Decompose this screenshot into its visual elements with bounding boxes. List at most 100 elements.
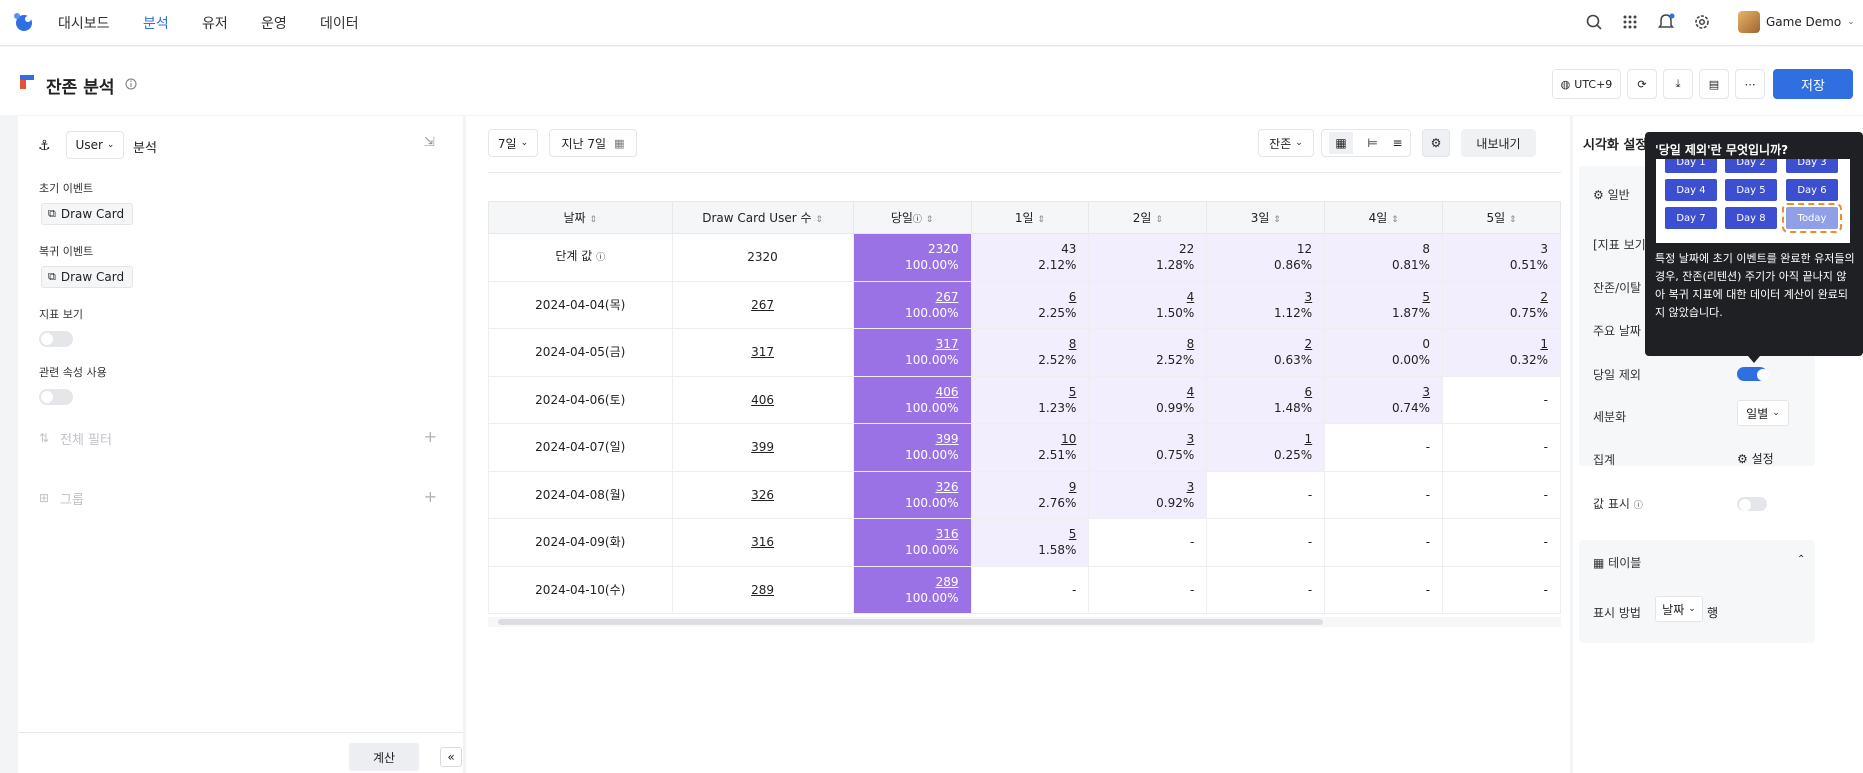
bar-view-icon[interactable]: ⊨ <box>1367 136 1378 150</box>
users-cell[interactable]: 267 <box>671 280 854 329</box>
info-icon[interactable]: ⓘ <box>596 253 606 264</box>
retention-cell[interactable]: 5 1.87% <box>1324 280 1444 329</box>
retention-cell[interactable]: 5 1.58% <box>970 518 1090 567</box>
global-filter-label[interactable]: 전체 필터 <box>60 433 112 448</box>
column-header-day5[interactable]: 5일 ⇕ <box>1442 201 1561 234</box>
nav-operations[interactable]: 운영 <box>261 16 287 32</box>
app-logo-icon[interactable] <box>12 11 34 33</box>
day0-cell[interactable]: 316 100.00% <box>852 518 972 567</box>
bell-icon[interactable] <box>1657 13 1675 31</box>
more-button[interactable]: ⋯ <box>1735 69 1765 99</box>
retention-cell[interactable]: 10 2.51% <box>970 423 1090 472</box>
tooltip-title: '당일 제외'란 무엇입니까? <box>1655 143 1789 157</box>
show-values-toggle[interactable] <box>1737 497 1767 511</box>
users-cell[interactable]: 399 <box>671 423 854 472</box>
metric-view-label: 지표 보기 <box>39 308 83 321</box>
calendar-icon: ▦ <box>614 136 625 150</box>
retention-cell[interactable]: 6 1.48% <box>1206 375 1326 424</box>
related-attr-toggle[interactable] <box>39 389 73 405</box>
retention-cell[interactable]: 1 0.32% <box>1442 328 1561 377</box>
nav-data[interactable]: 데이터 <box>320 16 359 32</box>
retention-cell[interactable]: 3 0.92% <box>1088 470 1208 519</box>
day0-cell[interactable]: 289 100.00% <box>852 565 972 614</box>
calculate-button[interactable]: 계산 <box>349 743 419 771</box>
export-button[interactable]: 내보내기 <box>1461 129 1536 157</box>
download-button[interactable]: ⤓ <box>1663 69 1693 99</box>
date-range-picker[interactable]: 지난 7일 ▦ <box>549 129 637 157</box>
info-icon[interactable]: ⓘ <box>912 215 922 225</box>
day0-cell[interactable]: 317 100.00% <box>852 328 972 377</box>
refresh-button[interactable]: ⟳ <box>1627 69 1657 99</box>
add-filter-icon[interactable]: + <box>423 427 437 446</box>
column-header-date[interactable]: 날짜 ⇕ <box>488 201 673 234</box>
display-method-select[interactable]: 날짜 ⌄ <box>1655 596 1703 622</box>
retention-cell[interactable]: 8 2.52% <box>970 328 1090 377</box>
users-cell[interactable]: 289 <box>671 565 854 614</box>
retention-cell[interactable]: 9 2.76% <box>970 470 1090 519</box>
users-cell[interactable]: 326 <box>671 470 854 519</box>
nav-analysis[interactable]: 분석 <box>143 16 169 32</box>
column-header-users[interactable]: Draw Card User 수 ⇕ <box>671 201 854 234</box>
apps-grid-icon[interactable] <box>1621 13 1639 31</box>
return-event-chip[interactable]: ⧉ Draw Card <box>41 266 134 288</box>
add-group-icon[interactable]: + <box>423 487 437 506</box>
column-header-day2[interactable]: 2일 ⇕ <box>1088 201 1208 234</box>
info-icon[interactable]: ⓘ <box>1633 501 1643 511</box>
table-section-header[interactable]: ▦ 테이블 <box>1593 554 1641 571</box>
retention-cell[interactable]: 8 2.52% <box>1088 328 1208 377</box>
list-view-icon[interactable]: ≡ <box>1392 136 1403 150</box>
user-name: Game Demo <box>1766 15 1842 29</box>
column-header-day0[interactable]: 당일ⓘ ⇕ <box>852 201 972 234</box>
retention-cell[interactable]: 2 0.75% <box>1442 280 1561 329</box>
timezone-button[interactable]: ◍ UTC+9 <box>1552 69 1621 99</box>
collapse-query-icon[interactable]: ⇲ <box>424 135 435 150</box>
nav-dashboard[interactable]: 대시보드 <box>58 16 110 32</box>
day0-cell[interactable]: 406 100.00% <box>852 375 972 424</box>
column-header-day4[interactable]: 4일 ⇕ <box>1324 201 1444 234</box>
info-icon[interactable] <box>125 78 137 90</box>
retention-cell[interactable]: 2 0.63% <box>1206 328 1326 377</box>
table-view-icon[interactable]: ▦ <box>1329 132 1353 154</box>
retention-cell[interactable]: 4 1.50% <box>1088 280 1208 329</box>
retention-cell[interactable]: 6 2.25% <box>970 280 1090 329</box>
metric-view-toggle[interactable] <box>39 331 73 347</box>
day0-cell[interactable]: 267 100.00% <box>852 280 972 329</box>
aggregate-setting-button[interactable]: ⚙ 설정 <box>1737 450 1774 467</box>
report-button[interactable]: ▤ <box>1699 69 1729 99</box>
users-cell[interactable]: 317 <box>671 328 854 377</box>
settings-gear-icon[interactable] <box>1693 13 1711 31</box>
period-value: 7일 <box>497 136 517 151</box>
retention-cell[interactable]: 3 1.12% <box>1206 280 1326 329</box>
search-icon[interactable] <box>1585 13 1603 31</box>
retention-cell[interactable]: 4 0.99% <box>1088 375 1208 424</box>
collapse-panel-button[interactable]: « <box>440 747 462 767</box>
chevron-up-icon[interactable]: ⌃ <box>1797 554 1806 565</box>
retention-cell[interactable]: 5 1.23% <box>970 375 1090 424</box>
users-cell[interactable]: 316 <box>671 518 854 567</box>
retention-cell[interactable]: 3 0.74% <box>1324 375 1444 424</box>
breakdown-select[interactable]: 일별 ⌄ <box>1737 400 1789 426</box>
nav-users[interactable]: 유저 <box>202 16 228 32</box>
exclude-today-toggle[interactable] <box>1737 367 1769 381</box>
retention-cell: - <box>1088 518 1208 567</box>
period-select[interactable]: 7일 ⌄ <box>488 129 538 157</box>
display-method-suffix: 행 <box>1707 606 1719 620</box>
day0-cell[interactable]: 399 100.00% <box>852 423 972 472</box>
column-header-day3[interactable]: 3일 ⇕ <box>1206 201 1326 234</box>
date-cell: 단계 값 ⓘ <box>488 233 673 282</box>
retention-cell[interactable]: 3 0.75% <box>1088 423 1208 472</box>
horizontal-scrollbar-thumb[interactable] <box>498 619 1323 625</box>
chart-settings-button[interactable]: ⚙ <box>1422 129 1450 157</box>
retention-cell[interactable]: 1 0.25% <box>1206 423 1326 472</box>
general-header[interactable]: ⚙ 일반 <box>1593 186 1630 203</box>
initial-event-chip[interactable]: ⧉ Draw Card <box>41 203 134 225</box>
metric-select[interactable]: 잔존 ⌄ <box>1258 129 1314 157</box>
day0-cell[interactable]: 326 100.00% <box>852 470 972 519</box>
users-cell[interactable]: 406 <box>671 375 854 424</box>
save-button[interactable]: 저장 <box>1773 69 1853 99</box>
query-panel: ⚓ User ⌄ 분석 ⇲ 초기 이벤트 ⧉ Draw Card 복귀 이벤트 ⧉ D… <box>18 116 463 773</box>
user-menu[interactable]: Game Demo ⌄ <box>1738 11 1855 33</box>
group-label[interactable]: 그룹 <box>60 493 84 508</box>
column-header-day1[interactable]: 1일 ⇕ <box>970 201 1090 234</box>
entity-select[interactable]: User ⌄ <box>66 131 124 159</box>
